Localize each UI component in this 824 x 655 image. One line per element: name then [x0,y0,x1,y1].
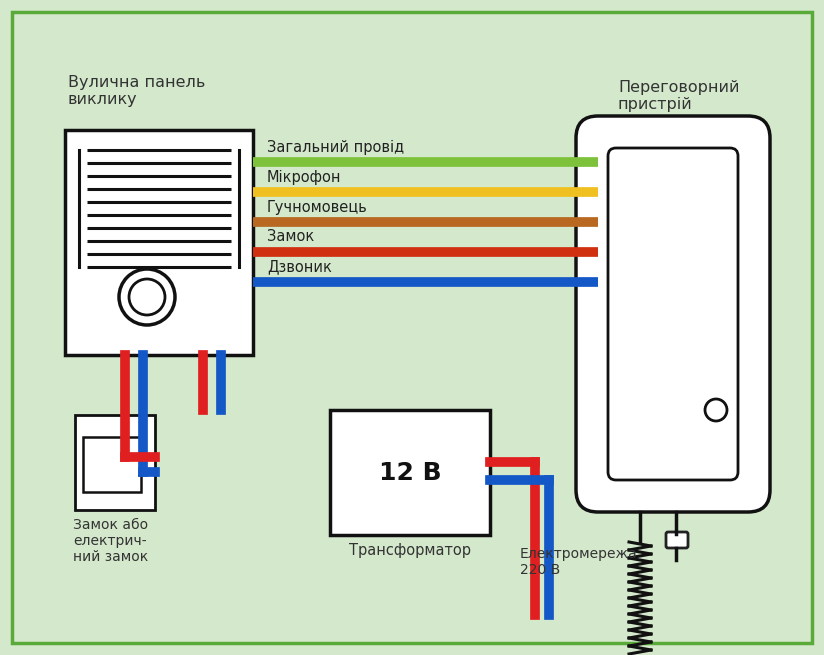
Text: 12 В: 12 В [379,460,442,485]
Text: Переговорний
пристрій: Переговорний пристрій [618,80,739,113]
Text: Мікрофон: Мікрофон [267,170,341,185]
FancyBboxPatch shape [576,116,770,512]
Text: Трансформатор: Трансформатор [349,543,471,558]
Text: Загальний провід: Загальний провід [267,140,404,155]
Text: Дзвоник: Дзвоник [267,259,332,274]
FancyBboxPatch shape [608,148,738,480]
Text: Гучномовець: Гучномовець [267,200,368,215]
Text: Замок або
електрич-
ний замок: Замок або електрич- ний замок [73,518,148,565]
FancyBboxPatch shape [666,532,688,548]
FancyBboxPatch shape [65,130,253,355]
Text: Вулична панель
виклику: Вулична панель виклику [68,75,205,107]
Text: Замок: Замок [267,229,314,244]
FancyBboxPatch shape [12,12,812,643]
Text: Електромережа
220 В: Електромережа 220 В [520,547,638,577]
FancyBboxPatch shape [83,437,141,492]
FancyBboxPatch shape [75,415,155,510]
FancyBboxPatch shape [330,410,490,535]
